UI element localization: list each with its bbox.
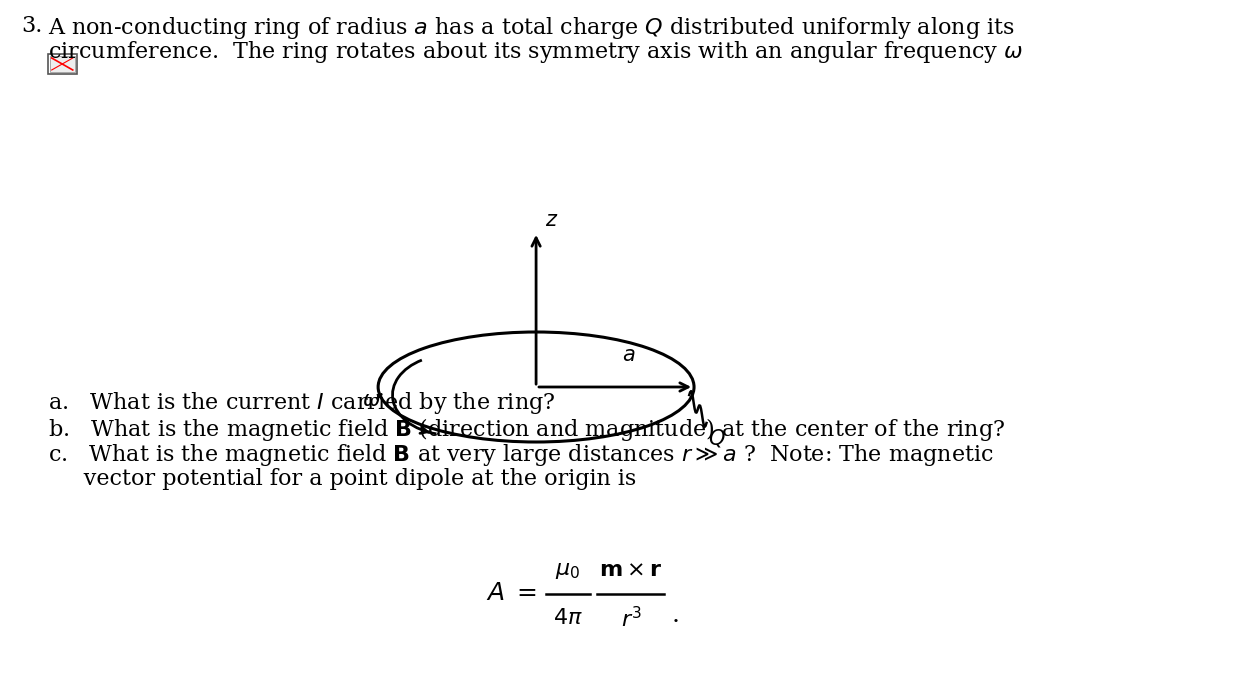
- Text: b.   What is the magnetic field $\mathbf{B}$ (direction and magnitude) at the ce: b. What is the magnetic field $\mathbf{B…: [48, 416, 1006, 443]
- Text: 3.: 3.: [21, 15, 42, 37]
- Text: $z$: $z$: [544, 211, 558, 230]
- Text: a.   What is the current $I$ carried by the ring?: a. What is the current $I$ carried by th…: [48, 390, 556, 416]
- Text: $a$: $a$: [622, 346, 636, 365]
- Text: .: .: [672, 604, 680, 627]
- Text: $\mu_0$: $\mu_0$: [556, 559, 580, 581]
- Text: $\mathbf{m} \times \mathbf{r}$: $\mathbf{m} \times \mathbf{r}$: [599, 559, 662, 581]
- Text: $r^3$: $r^3$: [620, 607, 641, 632]
- Text: A non-conducting ring of radius $a$ has a total charge $Q$ distributed uniformly: A non-conducting ring of radius $a$ has …: [48, 15, 1014, 41]
- Text: circumference.  The ring rotates about its symmetry axis with an angular frequen: circumference. The ring rotates about it…: [48, 39, 1023, 65]
- Text: c.   What is the magnetic field $\mathbf{B}$ at very large distances $r \gg a$ ?: c. What is the magnetic field $\mathbf{B…: [48, 442, 993, 468]
- Text: $4\pi$: $4\pi$: [553, 607, 583, 629]
- Text: $\omega$: $\omega$: [362, 391, 381, 409]
- Text: vector potential for a point dipole at the origin is: vector potential for a point dipole at t…: [48, 468, 636, 490]
- Bar: [48, 54, 77, 74]
- Text: $Q$: $Q$: [708, 427, 725, 449]
- Bar: [50, 56, 74, 72]
- Text: $A\; =\;$: $A\; =\;$: [486, 582, 536, 606]
